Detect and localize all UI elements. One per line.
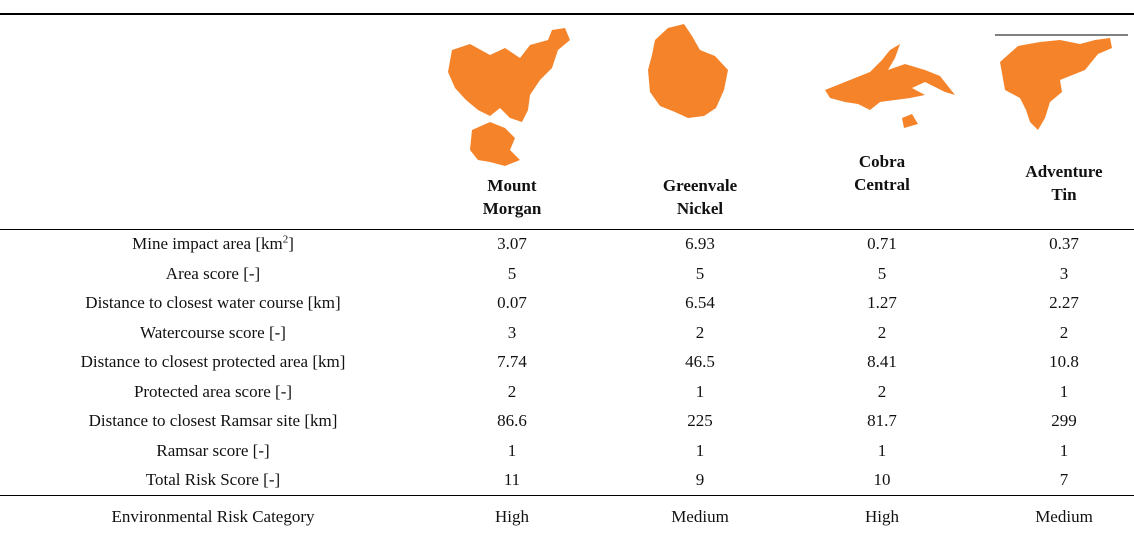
cell: 11 bbox=[503, 470, 521, 489]
column-header-line: Nickel bbox=[676, 199, 724, 218]
cell: Medium bbox=[671, 507, 729, 526]
column-header: Adventure Tin bbox=[1025, 160, 1102, 206]
column-header-line: Mount bbox=[487, 176, 537, 195]
cell: 46.5 bbox=[685, 352, 715, 371]
row-label-part: Distance to closest protected area [km] bbox=[80, 352, 346, 371]
row-label: Mine impact area [km2] bbox=[132, 234, 294, 254]
cell: 2 bbox=[877, 322, 887, 342]
cell: 2 bbox=[507, 381, 517, 401]
cell: 1 bbox=[695, 381, 705, 401]
column-header: Greenvale Nickel bbox=[663, 174, 737, 220]
row-label: Protected area score [-] bbox=[134, 382, 292, 402]
cell: High bbox=[865, 507, 899, 526]
cell: High bbox=[495, 507, 529, 526]
cell: 1.27 bbox=[867, 293, 897, 312]
row-label-part: Protected area score [-] bbox=[133, 381, 293, 401]
cell: 5 bbox=[507, 263, 517, 283]
cell: 2 bbox=[877, 381, 887, 401]
cell: 2.27 bbox=[1049, 293, 1079, 312]
row-label: Total Risk Score [-] bbox=[146, 470, 280, 490]
cell: 2 bbox=[1059, 322, 1069, 342]
cell: 3.07 bbox=[497, 234, 527, 253]
mine-outlines bbox=[448, 24, 1112, 166]
cell: 2 bbox=[695, 322, 705, 342]
cell: 10.8 bbox=[1049, 352, 1079, 371]
row-label-part: Total Risk Score [-] bbox=[145, 470, 281, 489]
column-header-line: Tin bbox=[1051, 185, 1077, 204]
row-label-part: ] bbox=[288, 234, 294, 253]
row-label-part: Area score [-] bbox=[165, 263, 261, 283]
column-header-line: Adventure bbox=[1025, 162, 1103, 181]
row-label: Distance to closest water course [km] bbox=[85, 293, 340, 313]
cell: 1 bbox=[877, 440, 887, 460]
row-label: Environmental Risk Category bbox=[111, 507, 315, 526]
cell: 1 bbox=[695, 440, 705, 460]
row-label-part: Distance to closest water course [km] bbox=[85, 293, 341, 312]
cell: 9 bbox=[695, 470, 705, 489]
header-rule bbox=[0, 229, 1134, 230]
row-label-part: Watercourse score [-] bbox=[140, 322, 286, 342]
column-header: Cobra Central bbox=[854, 150, 910, 196]
column-header-line: Cobra bbox=[858, 152, 906, 171]
column-header: Mount Morgan bbox=[483, 174, 542, 220]
cell: 7 bbox=[1059, 470, 1069, 489]
row-label-part: 2 bbox=[282, 233, 289, 246]
footer-rule bbox=[0, 495, 1134, 496]
row-label-part: Mine impact area [km bbox=[132, 234, 283, 253]
cell: 10 bbox=[873, 470, 891, 489]
row-label-part: Distance to closest Ramsar site [km] bbox=[88, 411, 338, 430]
row-label: Area score [-] bbox=[166, 264, 260, 284]
cell: 3 bbox=[507, 322, 517, 342]
top-rule bbox=[0, 13, 1134, 15]
cell: 5 bbox=[877, 263, 887, 283]
row-label: Ramsar score [-] bbox=[156, 441, 269, 461]
cell: 1 bbox=[507, 440, 517, 460]
row-label-part: Ramsar score [-] bbox=[156, 440, 270, 460]
cell: 3 bbox=[1059, 263, 1069, 283]
cell: 81.7 bbox=[867, 411, 897, 430]
cell: 5 bbox=[695, 263, 705, 283]
cell: 7.74 bbox=[497, 352, 527, 371]
cell: 8.41 bbox=[867, 352, 897, 371]
cell: 1 bbox=[1059, 440, 1069, 460]
row-label: Watercourse score [-] bbox=[140, 323, 286, 343]
cell: 1 bbox=[1059, 381, 1069, 401]
cell: 225 bbox=[687, 411, 713, 430]
cell: 6.54 bbox=[685, 293, 715, 312]
column-header-line: Central bbox=[854, 175, 910, 194]
cell: 86.6 bbox=[497, 411, 527, 430]
cell: 299 bbox=[1051, 411, 1077, 430]
row-label: Distance to closest Ramsar site [km] bbox=[89, 411, 338, 431]
cell: 0.71 bbox=[867, 234, 897, 253]
column-header-line: Morgan bbox=[482, 199, 542, 218]
column-header-line: Greenvale bbox=[662, 176, 738, 195]
cell: Medium bbox=[1035, 507, 1093, 526]
cell: 0.37 bbox=[1049, 234, 1079, 253]
cell: 0.07 bbox=[497, 293, 527, 312]
cell: 6.93 bbox=[685, 234, 715, 253]
row-label: Distance to closest protected area [km] bbox=[81, 352, 346, 372]
